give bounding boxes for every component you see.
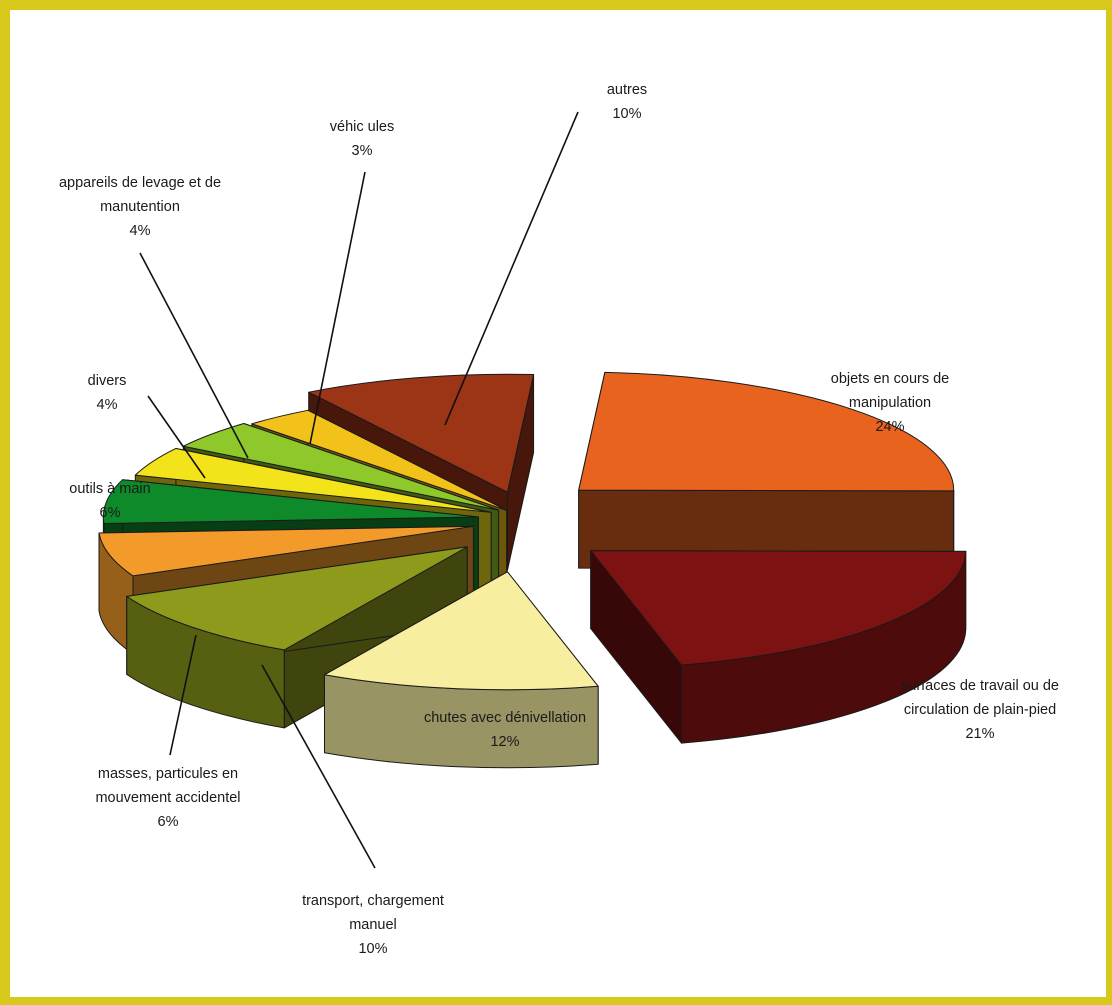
slice-label-line: transport, chargement [302, 893, 444, 909]
leader-line [139, 252, 249, 459]
slice-top [126, 546, 468, 651]
slice-label: outils à main 6% [69, 481, 150, 521]
slice-label-line: véhic ules [330, 119, 394, 135]
slice-percent: 12% [490, 734, 519, 750]
slice-top [134, 447, 492, 513]
slice-percent: 10% [358, 941, 387, 957]
slice-label: divers 4% [88, 373, 127, 413]
slice-label-line: appareils de levage et de [59, 175, 221, 191]
slice-top [590, 550, 967, 666]
slice-labels: objets en cours de manipulation 24% surface… [59, 82, 1059, 957]
slice-2 [323, 571, 599, 769]
slice-label: véhic ules 3% [330, 119, 394, 159]
slice-1 [590, 550, 967, 744]
slice-percent: 21% [965, 726, 994, 742]
slice-label: chutes avec dénivellation 12% [424, 710, 586, 750]
slice-label-line: manuel [349, 917, 397, 933]
slice-label: objets en cours de manipulation 24% [831, 371, 950, 435]
slice-percent: 4% [130, 223, 151, 239]
slice-label: autres 10% [607, 82, 647, 122]
slice-percent: 6% [100, 505, 121, 521]
slice-label: transport, chargement manuel 10% [302, 893, 444, 957]
slice-label: appareils de levage et de manutention 4% [59, 175, 221, 239]
slice-percent: 24% [875, 419, 904, 435]
slice-top [251, 409, 508, 511]
slice-top [308, 373, 535, 493]
slice-label-line: manipulation [849, 395, 931, 411]
slice-label-line: surfaces de travail ou de [901, 678, 1059, 694]
slice-percent: 6% [158, 814, 179, 830]
leader-line [309, 171, 366, 445]
slice-label-line: chutes avec dénivellation [424, 710, 586, 726]
slice-label-line: mouvement accidentel [95, 790, 240, 806]
leader-lines [139, 111, 579, 869]
slice-top [323, 571, 599, 691]
slice-percent: 3% [352, 143, 373, 159]
slice-label-line: autres [607, 82, 647, 98]
slice-top [578, 371, 955, 492]
slice-percent: 4% [97, 397, 118, 413]
slice-label-line: manutention [100, 199, 180, 215]
slice-label-line: masses, particules en [98, 766, 238, 782]
slice-top [98, 525, 474, 577]
slice-label-line: objets en cours de [831, 371, 950, 387]
slice-label-line: divers [88, 373, 127, 389]
pie-sides [98, 371, 967, 769]
leader-line [444, 111, 579, 426]
slice-top [102, 479, 479, 525]
slice-label: masses, particules en mouvement accidente… [95, 766, 240, 830]
slice-percent: 10% [612, 106, 641, 122]
slice-label-line: circulation de plain-pied [904, 702, 1056, 718]
leader-line [147, 395, 206, 479]
slice-0 [578, 371, 955, 570]
leader-line [261, 664, 376, 869]
slice-label: surfaces de travail ou de circulation de … [901, 678, 1059, 742]
leader-line [169, 634, 197, 756]
slice-label-line: outils à main [69, 481, 150, 497]
